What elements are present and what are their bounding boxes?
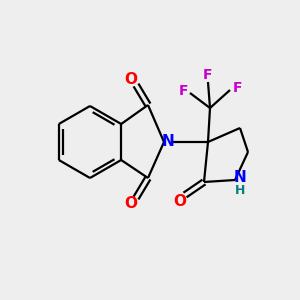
Text: F: F <box>232 81 242 95</box>
Text: O: O <box>124 196 137 211</box>
Text: F: F <box>178 84 188 98</box>
Text: N: N <box>234 170 246 185</box>
Text: H: H <box>235 184 245 196</box>
Text: O: O <box>124 71 137 86</box>
Text: F: F <box>203 68 213 82</box>
Text: O: O <box>173 194 187 208</box>
Text: N: N <box>162 134 174 149</box>
